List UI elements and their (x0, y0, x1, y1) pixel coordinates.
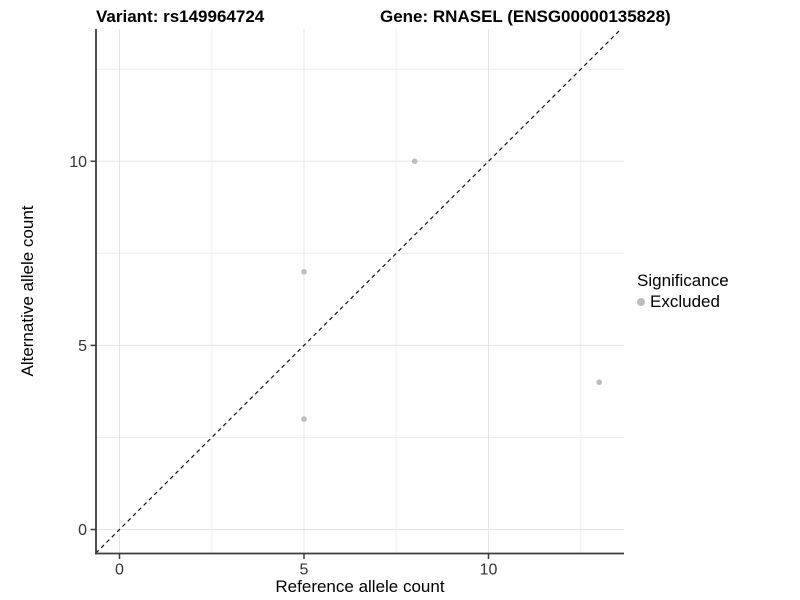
identity-dashed-line (95, 28, 622, 554)
legend-key-dot-icon (637, 297, 645, 306)
y-tick-label: 5 (78, 338, 87, 355)
x-tick-label: 5 (300, 562, 309, 579)
legend-item-excluded: Excluded (637, 292, 729, 311)
x-tick-label: 0 (115, 562, 124, 579)
y-tick-label: 10 (69, 154, 87, 171)
legend-item-label: Excluded (650, 292, 720, 311)
data-point (301, 416, 307, 422)
legend-title: Significance (637, 271, 729, 290)
data-point (411, 158, 418, 165)
y-tick-label: 0 (78, 522, 87, 539)
legend: Significance Excluded (637, 270, 729, 311)
gene-title: Gene: RNASEL (ENSG00000135828) (380, 7, 671, 26)
x-tick-label: 10 (480, 562, 498, 579)
variant-title: Variant: rs149964724 (96, 7, 265, 26)
x-axis-title: Reference allele count (275, 577, 445, 596)
data-point (301, 268, 307, 275)
data-point (596, 379, 602, 386)
y-axis-title: Alternative allele count (18, 205, 37, 377)
